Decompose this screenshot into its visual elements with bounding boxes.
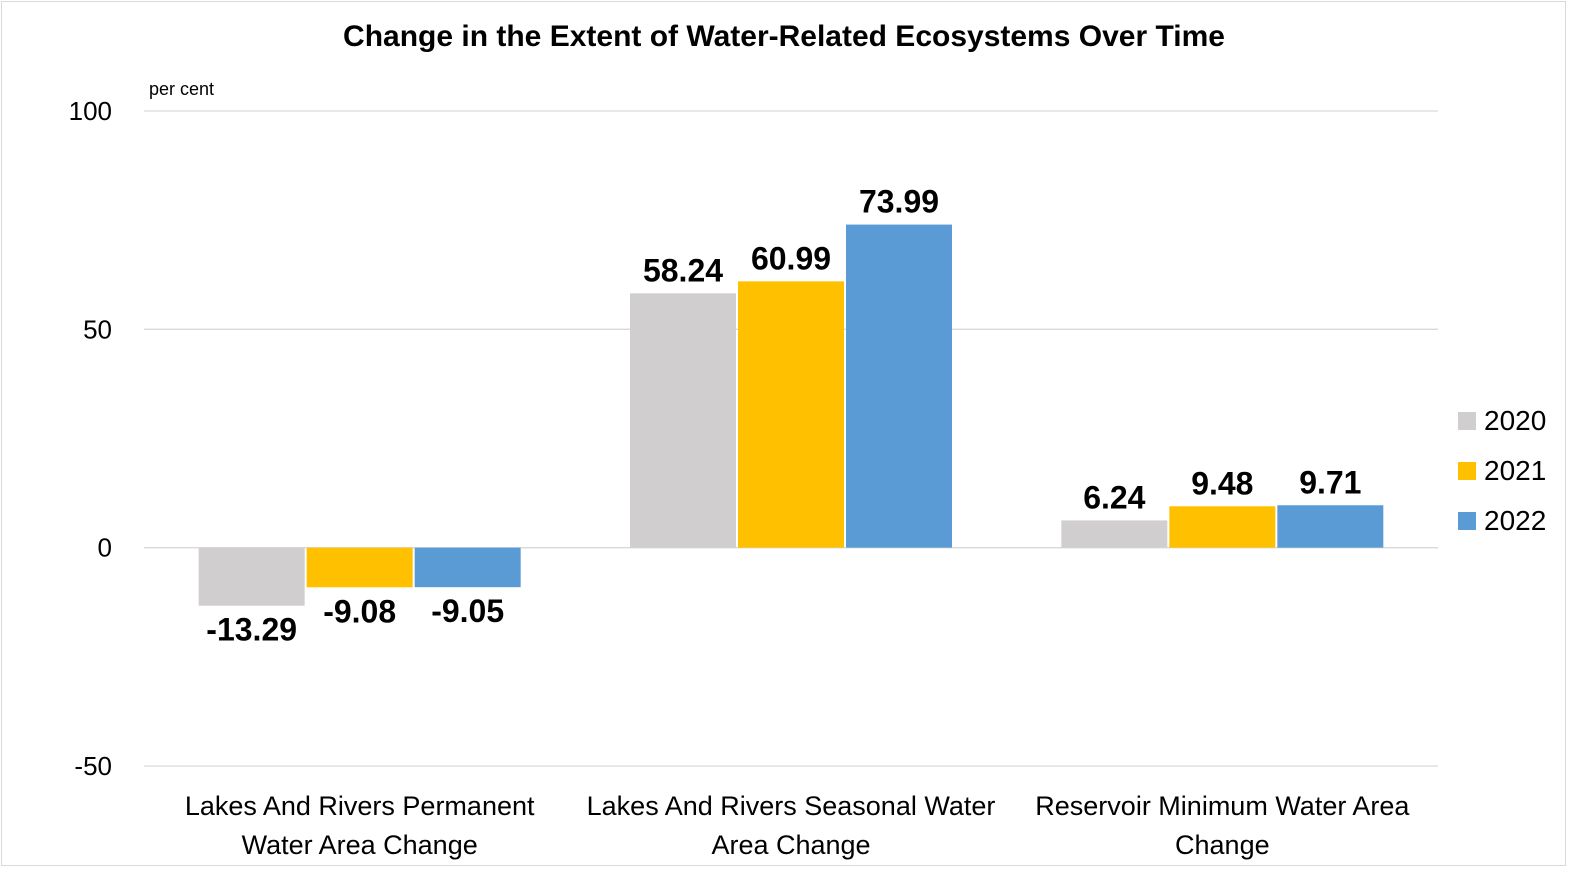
bar (1277, 505, 1384, 548)
data-label: 9.71 (1299, 464, 1361, 500)
legend-swatch (1458, 462, 1476, 480)
legend-swatch (1458, 412, 1476, 430)
y-axis-unit-label: per cent (149, 79, 215, 99)
legend-item: 2022 (1458, 496, 1546, 546)
bar (1169, 506, 1276, 548)
x-category-label: Area Change (711, 830, 870, 860)
data-label: 9.48 (1191, 465, 1253, 501)
legend-label: 2022 (1484, 505, 1547, 536)
y-tick-label: 0 (98, 533, 112, 563)
bar (1061, 520, 1168, 548)
chart-frame (1, 1, 1566, 866)
legend-item: 2021 (1458, 446, 1546, 496)
x-category-label: Change (1175, 830, 1270, 860)
x-category-label: Reservoir Minimum Water Area (1035, 791, 1410, 821)
legend-item: 2020 (1458, 396, 1546, 446)
legend: 2020 2021 2022 (1458, 396, 1546, 546)
data-label: -9.05 (431, 593, 504, 629)
x-category-label: Lakes And Rivers Seasonal Water (587, 791, 996, 821)
data-label: 60.99 (751, 240, 831, 276)
y-tick-label: 50 (83, 314, 112, 344)
bar (846, 224, 952, 548)
legend-label: 2021 (1484, 455, 1547, 486)
data-label: 73.99 (859, 184, 939, 220)
bar (414, 547, 521, 588)
legend-swatch (1458, 512, 1476, 530)
y-tick-label: 100 (69, 96, 112, 126)
bar (630, 293, 736, 548)
data-label: 58.24 (643, 252, 723, 288)
data-label: -13.29 (206, 612, 297, 648)
chart-title: Change in the Extent of Water-Related Ec… (343, 20, 1225, 53)
bar (306, 547, 413, 588)
bar (738, 281, 844, 548)
legend-label: 2020 (1484, 405, 1547, 436)
data-label: 6.24 (1083, 479, 1145, 515)
bar (198, 547, 305, 606)
x-category-label: Lakes And Rivers Permanent (185, 791, 535, 821)
data-label: -9.08 (323, 593, 396, 629)
y-tick-label: -50 (74, 751, 112, 781)
x-category-label: Water Area Change (242, 830, 478, 860)
